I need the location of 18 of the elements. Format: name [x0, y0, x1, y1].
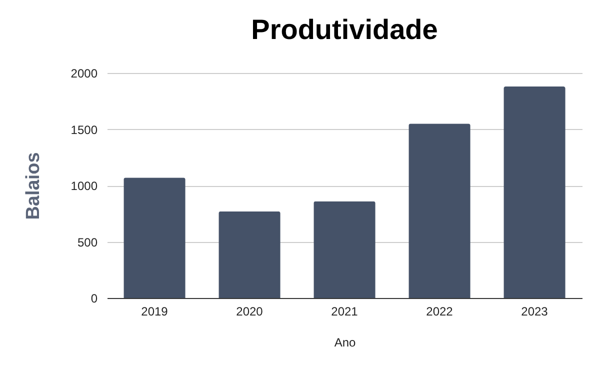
y-tick-label: 500 [77, 235, 98, 250]
bar [218, 211, 280, 298]
y-tick-label: 1500 [70, 122, 98, 137]
y-axis-title: Balaios [22, 152, 44, 220]
bar [408, 124, 470, 298]
x-tick-label: 2020 [236, 304, 264, 318]
bar [124, 178, 186, 298]
y-tick-label: 2000 [70, 66, 98, 80]
bar [504, 86, 566, 298]
x-tick-label: 2019 [141, 304, 168, 318]
x-tick-label: 2022 [426, 304, 454, 318]
chart-title: Produtividade [251, 14, 438, 45]
x-tick-label: 2023 [521, 304, 548, 318]
bar [314, 201, 376, 298]
x-tick-label: 2021 [331, 304, 358, 318]
y-tick-label: 1000 [70, 179, 98, 193]
y-tick-label: 0 [90, 292, 98, 306]
x-axis-title: Ano [334, 336, 356, 350]
